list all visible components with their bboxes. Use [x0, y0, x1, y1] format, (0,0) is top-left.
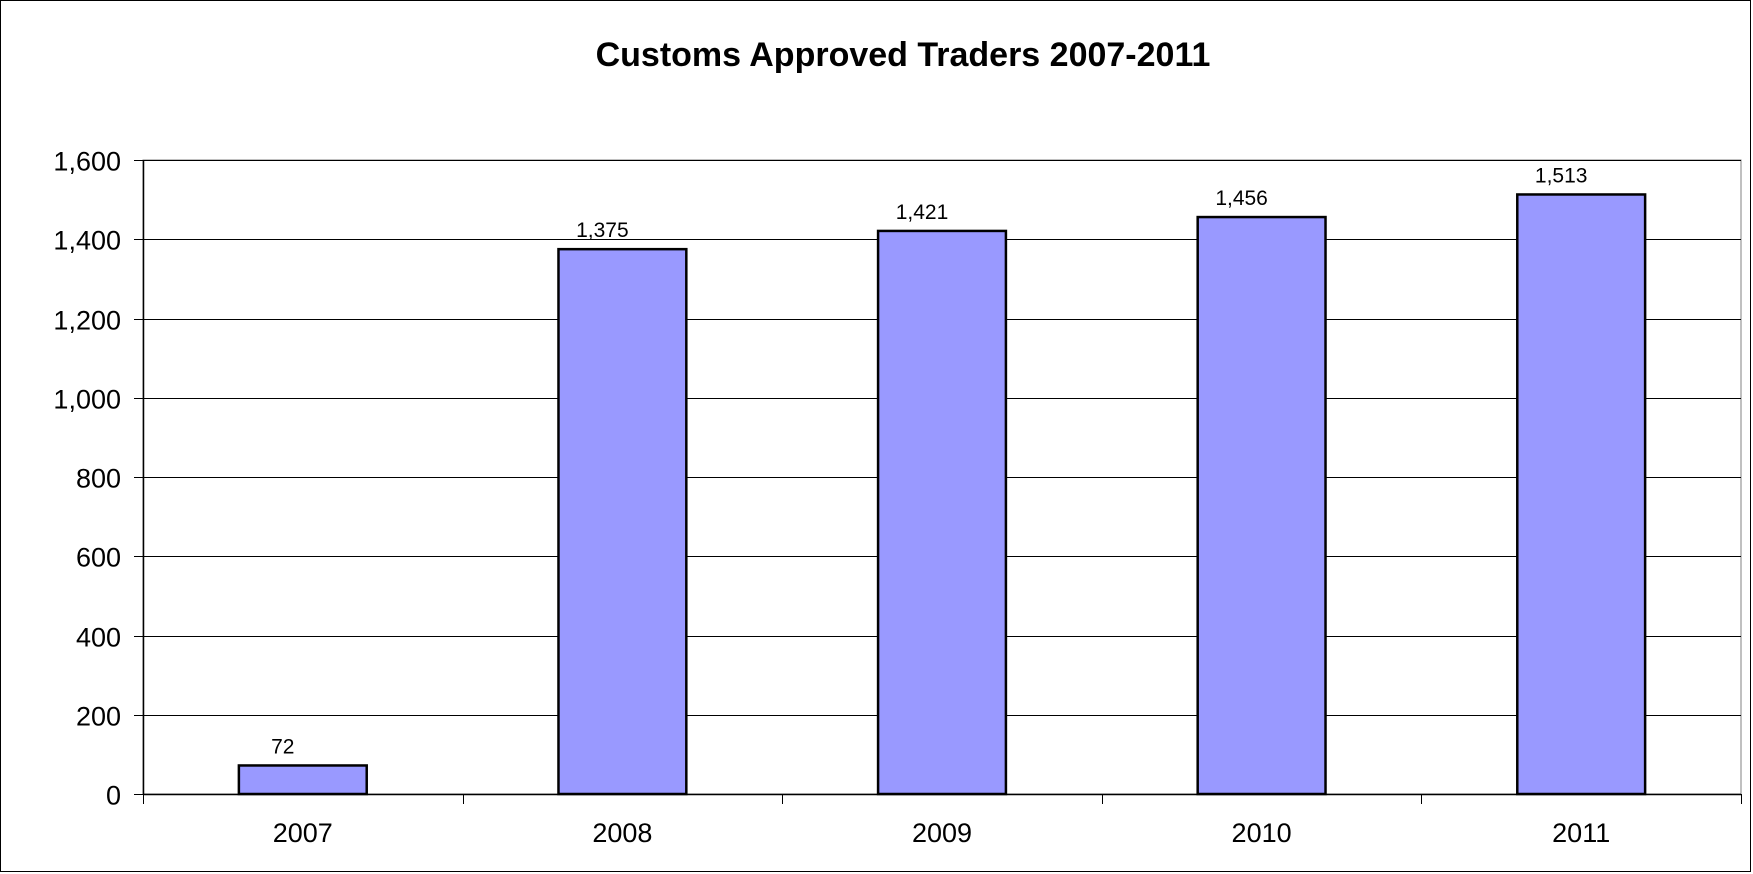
y-tick-label: 600: [76, 543, 121, 573]
y-tick-label: 1,000: [53, 385, 121, 415]
x-tick-label: 2007: [273, 818, 333, 848]
bar-2009: [876, 229, 1008, 796]
y-axis-tick-labels: 0 200 400 600 800 1,000 1,200 1,400 1,600: [53, 147, 121, 811]
axes: [134, 160, 1742, 804]
data-label: 1,375: [576, 219, 629, 242]
x-tick-label: 2010: [1232, 818, 1292, 848]
x-tick-label: 2011: [1552, 818, 1610, 848]
data-label: 1,421: [896, 201, 949, 224]
bar-2010: [1196, 215, 1327, 796]
x-tick-label: 2009: [912, 818, 972, 848]
bar-2007: [237, 764, 368, 796]
data-label: 1,513: [1535, 164, 1588, 187]
data-label: 72: [271, 735, 294, 758]
data-labels: 72 1,375 1,421 1,456 1,513: [271, 164, 1587, 758]
bar-2008: [557, 247, 688, 796]
chart-title: Customs Approved Traders 2007-2011: [596, 36, 1211, 74]
y-tick-label: 400: [76, 623, 121, 653]
y-tick-label: 800: [76, 464, 121, 494]
x-axis-tick-labels: 2007 2008 2009 2010 2011: [273, 818, 1610, 848]
y-tick-label: 0: [106, 781, 121, 811]
y-tick-label: 200: [76, 702, 121, 732]
y-tick-label: 1,200: [53, 306, 121, 336]
y-tick-label: 1,600: [53, 147, 121, 177]
bars: [237, 193, 1647, 796]
y-tick-label: 1,400: [53, 226, 121, 256]
x-tick-label: 2008: [592, 818, 652, 848]
bar-2011: [1516, 193, 1647, 796]
data-label: 1,456: [1215, 187, 1268, 210]
